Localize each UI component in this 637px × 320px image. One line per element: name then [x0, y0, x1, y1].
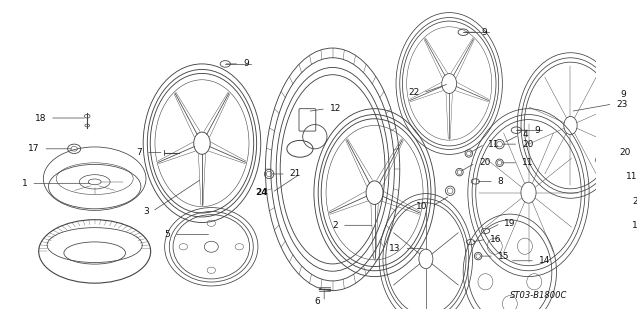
Text: 18: 18	[34, 114, 46, 123]
Text: 15: 15	[497, 252, 509, 260]
Text: 3: 3	[143, 207, 149, 216]
Text: 11: 11	[626, 172, 637, 181]
Text: 16: 16	[490, 235, 502, 244]
Text: 13: 13	[389, 244, 401, 253]
Text: 24: 24	[255, 188, 268, 197]
Text: 4: 4	[523, 130, 529, 139]
Text: 1: 1	[22, 179, 27, 188]
Text: 20: 20	[479, 158, 490, 167]
Text: 9: 9	[534, 126, 540, 135]
Text: 20: 20	[619, 148, 631, 157]
Text: 6: 6	[315, 297, 320, 306]
Text: 9: 9	[481, 28, 487, 37]
Text: 11: 11	[489, 140, 500, 148]
Text: 8: 8	[497, 177, 503, 186]
Text: 21: 21	[290, 170, 301, 179]
Text: 2: 2	[333, 221, 338, 230]
Text: 7: 7	[136, 148, 142, 157]
Text: 19: 19	[505, 219, 516, 228]
Text: 12: 12	[330, 104, 341, 113]
Text: 23: 23	[616, 100, 627, 108]
Text: 5: 5	[164, 230, 170, 239]
Text: 20: 20	[632, 197, 637, 206]
Text: 22: 22	[408, 88, 419, 97]
Text: 9: 9	[621, 90, 627, 99]
Text: 11: 11	[632, 221, 637, 230]
Text: 10: 10	[416, 202, 427, 211]
Text: 9: 9	[243, 60, 249, 68]
Text: ST03-B1800C: ST03-B1800C	[510, 291, 567, 300]
Text: 11: 11	[522, 158, 533, 167]
Text: 14: 14	[539, 256, 550, 265]
Text: 20: 20	[522, 140, 533, 148]
Text: 17: 17	[28, 144, 39, 153]
